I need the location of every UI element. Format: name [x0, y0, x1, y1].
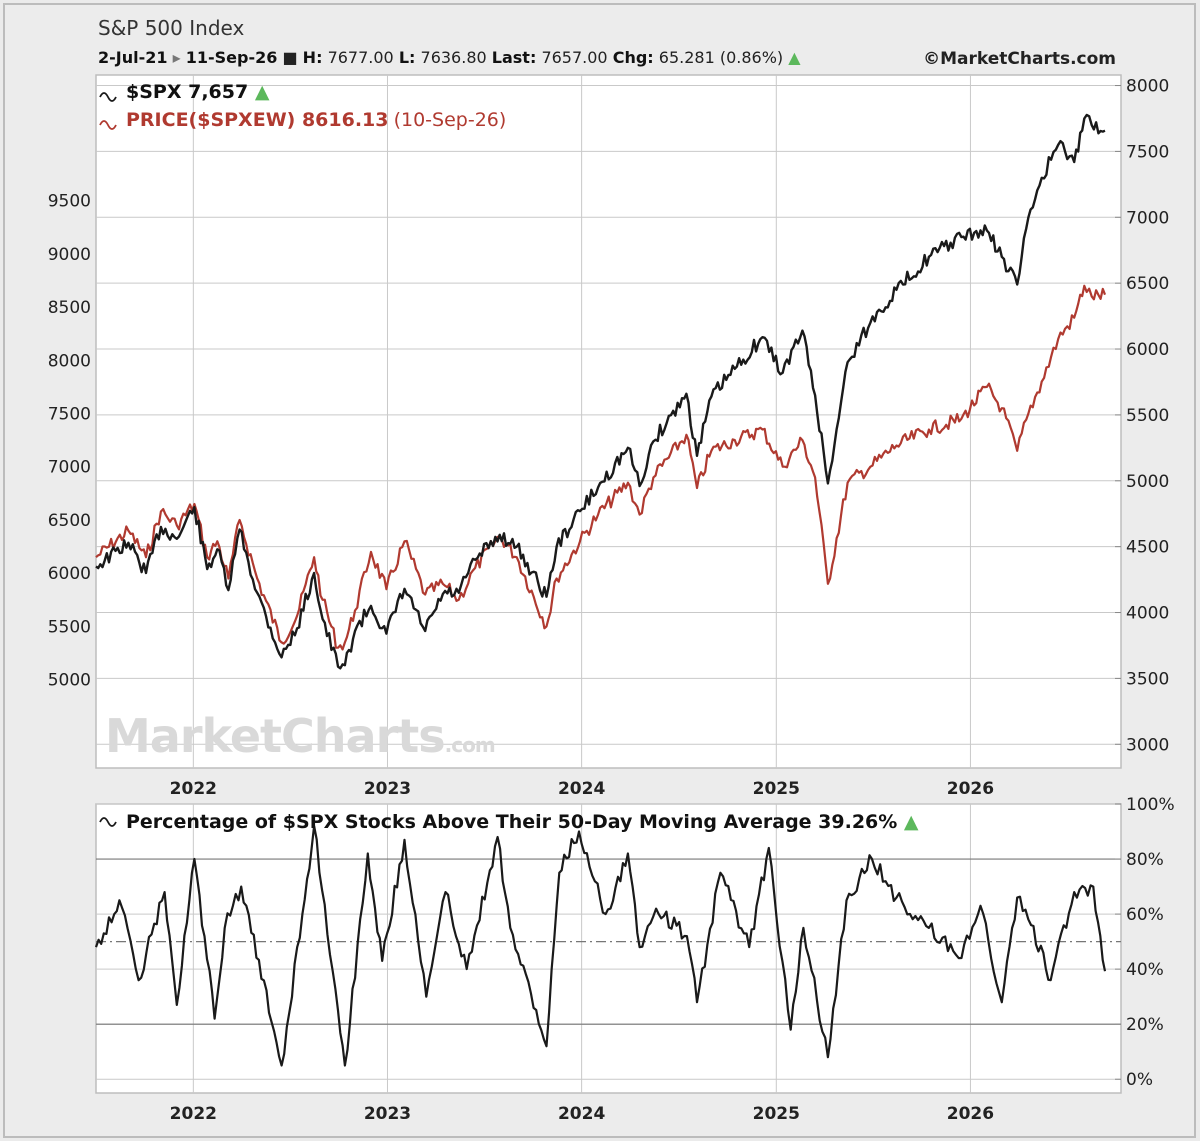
breadth-x-ticks: 2022 2023 2024 2025 2026 — [170, 1104, 994, 1124]
price-right-tick-label: 6500 — [1126, 274, 1169, 294]
price-right-axis: 3000 3500 4000 4500 5000 5500 6000 6500 7000 7500… — [1115, 77, 1169, 755]
price-left-tick-label: 7500 — [48, 405, 91, 425]
price-left-tick-label: 5000 — [48, 671, 91, 691]
legend-spxew-date: (10-Sep-26) — [394, 109, 507, 131]
legend-spxew: PRICE($SPXEW) 8616.13 (10-Sep-26) — [126, 109, 506, 131]
legend-spx-up-icon: ▲ — [248, 81, 270, 103]
breadth-panel: 2022 2023 2024 2025 2026 0%20%40%60%80%100% … — [94, 795, 1175, 1124]
breadth-tick-label: 60% — [1126, 905, 1164, 925]
price-x-tick-label: 2024 — [558, 779, 605, 799]
price-x-tick-label: 2023 — [364, 779, 411, 799]
price-right-tick-label: 7500 — [1126, 142, 1169, 162]
play-icon: ▸ — [173, 48, 186, 67]
breadth-x-tick-label: 2026 — [947, 1104, 994, 1124]
price-x-tick-label: 2025 — [753, 779, 800, 799]
price-right-tick-label: 5000 — [1126, 472, 1169, 492]
legend-spx-label: $SPX 7,657 — [126, 81, 248, 103]
spx-legend-icon — [99, 92, 117, 102]
price-left-tick-label: 9500 — [48, 192, 91, 212]
price-left-tick-label: 6000 — [48, 564, 91, 584]
breadth-x-tick-label: 2022 — [170, 1104, 217, 1124]
price-right-tick-label: 6000 — [1126, 340, 1169, 360]
breadth-title-text: Percentage of $SPX Stocks Above Their 50… — [126, 811, 897, 833]
price-right-tick-label: 8000 — [1126, 77, 1169, 97]
price-right-tick-label: 4000 — [1126, 604, 1169, 624]
date-start: 2-Jul-21 — [98, 48, 168, 67]
low-value: 7636.80 — [421, 48, 487, 67]
breadth-tick-label: 0% — [1126, 1070, 1153, 1090]
price-right-tick-label: 4500 — [1126, 538, 1169, 558]
date-end: 11-Sep-26 — [186, 48, 278, 67]
legend: $SPX 7,657 ▲ PRICE($SPXEW) 8616.13 (10-S… — [99, 81, 506, 131]
breadth-grid — [96, 803, 1121, 1093]
price-x-tick-label: 2022 — [170, 779, 217, 799]
price-left-tick-label: 8500 — [48, 298, 91, 318]
breadth-panel-frame — [95, 803, 1122, 1094]
price-lines — [95, 113, 1107, 670]
watermark-suffix: .com — [445, 733, 495, 757]
breadth-lines — [94, 824, 1107, 1067]
price-x-tick-label: 2026 — [947, 779, 994, 799]
breadth-title: Percentage of $SPX Stocks Above Their 50… — [126, 811, 919, 833]
price-right-tick-label: 3000 — [1126, 735, 1169, 755]
high-value: 7677.00 — [328, 48, 394, 67]
price-left-tick-label: 5500 — [48, 617, 91, 637]
legend-spxew-label: PRICE($SPXEW) 8616.13 — [126, 109, 388, 131]
price-panel-frame — [95, 74, 1122, 769]
price-right-tick-label: 5500 — [1126, 406, 1169, 426]
price-left-tick-label: 6500 — [48, 511, 91, 531]
square-icon: ■ — [282, 48, 302, 67]
price-left-tick-label: 7000 — [48, 458, 91, 478]
last-value: 7657.00 — [541, 48, 607, 67]
legend-spx: $SPX 7,657 ▲ — [126, 81, 270, 103]
credit-text: ©MarketCharts.com — [923, 49, 1116, 69]
breadth-up-icon: ▲ — [897, 811, 919, 833]
watermark-main: MarketCharts — [105, 709, 445, 763]
breadth-line — [94, 824, 1107, 1067]
breadth-x-tick-label: 2023 — [364, 1104, 411, 1124]
spxew-legend-icon — [99, 120, 117, 130]
price-panel: 2022 2023 2024 2025 2026 5000 5500 6000 6500 700… — [48, 74, 1169, 799]
spxew-line — [95, 284, 1107, 651]
price-left-tick-label: 8000 — [48, 351, 91, 371]
watermark: MarketCharts.com — [105, 709, 495, 763]
price-left-axis: 5000 5500 6000 6500 7000 7500 8000 8500 9000 9500 — [48, 192, 91, 691]
chg-value: 65.281 (0.86%) — [659, 48, 783, 67]
low-label: L: — [399, 48, 416, 67]
header-line: 2-Jul-21 ▸ 11-Sep-26 ■ H: 7677.00 L: 763… — [98, 48, 801, 67]
high-label: H: — [303, 48, 323, 67]
breadth-tick-label: 80% — [1126, 850, 1164, 870]
breadth-tick-label: 100% — [1126, 795, 1175, 815]
breadth-legend-icon — [99, 817, 117, 827]
spx-line — [95, 113, 1106, 670]
breadth-right-axis: 0% 20% 40% 60% 80% 100% — [1115, 795, 1175, 1090]
up-triangle-icon: ▲ — [788, 48, 801, 67]
chart-title: S&P 500 Index — [98, 16, 244, 40]
price-left-tick-label: 9000 — [48, 245, 91, 265]
last-label: Last: — [492, 48, 537, 67]
price-right-tick-label: 7000 — [1126, 208, 1169, 228]
breadth-x-tick-label: 2025 — [753, 1104, 800, 1124]
breadth-legend: Percentage of $SPX Stocks Above Their 50… — [99, 811, 919, 833]
breadth-tick-label: 40% — [1126, 960, 1164, 980]
breadth-x-tick-label: 2024 — [558, 1104, 605, 1124]
breadth-tick-label: 20% — [1126, 1015, 1164, 1035]
price-x-ticks: 2022 2023 2024 2025 2026 — [170, 779, 994, 799]
price-grid — [96, 75, 1121, 768]
chg-label: Chg: — [613, 48, 654, 67]
price-right-tick-label: 3500 — [1126, 669, 1169, 689]
